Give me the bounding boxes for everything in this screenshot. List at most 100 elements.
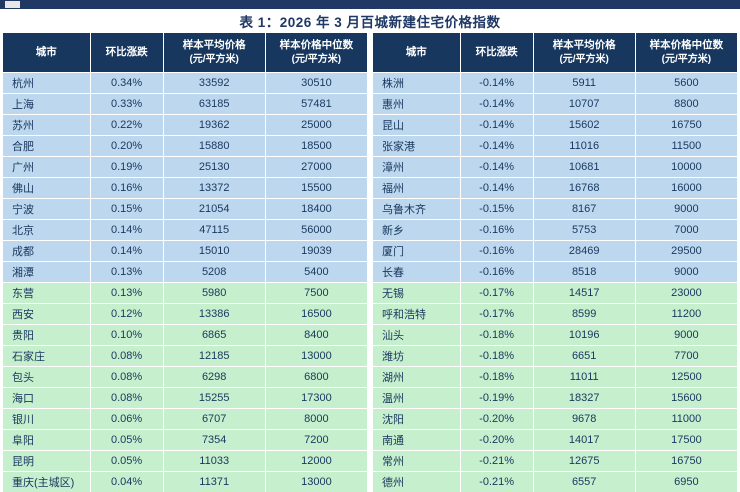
avg-price-cell: 13372 <box>162 177 266 199</box>
avg-price-cell: 25130 <box>162 156 266 178</box>
median-price-cell: 11000 <box>634 408 739 430</box>
avg-price-cell: 13386 <box>162 303 266 325</box>
median-price-cell: 16750 <box>634 114 739 136</box>
change-cell: -0.18% <box>459 324 534 346</box>
median-price-cell: 11200 <box>634 303 739 325</box>
table-row: 新乡 -0.16% 5753 7000 <box>372 219 739 241</box>
change-cell: -0.18% <box>459 345 534 367</box>
city-cell: 包头 <box>2 366 91 388</box>
median-price-cell: 9000 <box>634 198 739 220</box>
city-cell: 漳州 <box>372 156 461 178</box>
tables-container: 城市 环比涨跌 样本平均价格 (元/平方米) 样本价格中位数 (元/平方米) 杭州 0.34… <box>0 32 740 492</box>
median-price-cell: 57481 <box>264 93 369 115</box>
table-row: 重庆(主城区) 0.04% 11371 13000 <box>2 471 369 492</box>
table-row: 杭州 0.34% 33592 30510 <box>2 72 369 94</box>
city-cell: 上海 <box>2 93 91 115</box>
table-row: 银川 0.06% 6707 8000 <box>2 408 369 430</box>
avg-price-cell: 11016 <box>532 135 636 157</box>
table-row: 上海 0.33% 63185 57481 <box>2 93 369 115</box>
change-cell: -0.15% <box>459 198 534 220</box>
avg-price-cell: 5911 <box>532 72 636 94</box>
median-price-cell: 25000 <box>264 114 369 136</box>
median-price-cell: 17500 <box>634 429 739 451</box>
avg-price-cell: 5208 <box>162 261 266 283</box>
city-cell: 湖州 <box>372 366 461 388</box>
avg-price-cell: 10196 <box>532 324 636 346</box>
median-price-cell: 5600 <box>634 72 739 94</box>
median-price-cell: 12000 <box>264 450 369 472</box>
avg-price-cell: 6298 <box>162 366 266 388</box>
change-cell: 0.08% <box>89 387 164 409</box>
table-row: 阜阳 0.05% 7354 7200 <box>2 429 369 451</box>
avg-price-cell: 11371 <box>162 471 266 492</box>
avg-price-cell: 10707 <box>532 93 636 115</box>
price-table-left: 城市 环比涨跌 样本平均价格 (元/平方米) 样本价格中位数 (元/平方米) 杭州 0.34… <box>2 32 369 492</box>
table-row: 包头 0.08% 6298 6800 <box>2 366 369 388</box>
change-cell: -0.14% <box>459 177 534 199</box>
change-cell: 0.15% <box>89 198 164 220</box>
avg-price-cell: 12185 <box>162 345 266 367</box>
change-cell: 0.13% <box>89 282 164 304</box>
median-price-cell: 7000 <box>634 219 739 241</box>
change-cell: -0.20% <box>459 408 534 430</box>
avg-price-cell: 21054 <box>162 198 266 220</box>
change-cell: 0.06% <box>89 408 164 430</box>
city-cell: 张家港 <box>372 135 461 157</box>
change-cell: 0.22% <box>89 114 164 136</box>
avg-price-cell: 7354 <box>162 429 266 451</box>
column-header: 样本价格中位数 (元/平方米) <box>634 32 739 73</box>
median-price-cell: 27000 <box>264 156 369 178</box>
median-price-cell: 8000 <box>264 408 369 430</box>
city-cell: 新乡 <box>372 219 461 241</box>
column-header: 城市 <box>372 32 461 73</box>
header-row: 城市 环比涨跌 样本平均价格 (元/平方米) 样本价格中位数 (元/平方米) <box>372 32 739 73</box>
avg-price-cell: 47115 <box>162 219 266 241</box>
city-cell: 贵阳 <box>2 324 91 346</box>
avg-price-cell: 16768 <box>532 177 636 199</box>
table-row: 张家港 -0.14% 11016 11500 <box>372 135 739 157</box>
table-row: 温州 -0.19% 18327 15600 <box>372 387 739 409</box>
table-row: 贵阳 0.10% 6865 8400 <box>2 324 369 346</box>
median-price-cell: 9000 <box>634 261 739 283</box>
median-price-cell: 18500 <box>264 135 369 157</box>
change-cell: -0.20% <box>459 429 534 451</box>
table-row: 苏州 0.22% 19362 25000 <box>2 114 369 136</box>
median-price-cell: 18400 <box>264 198 369 220</box>
table-row: 厦门 -0.16% 28469 29500 <box>372 240 739 262</box>
table-row: 长春 -0.16% 8518 9000 <box>372 261 739 283</box>
title-bar: 表 1：2026 年 3 月百城新建住宅价格指数 <box>0 9 740 32</box>
change-cell: -0.14% <box>459 156 534 178</box>
column-header: 环比涨跌 <box>459 32 534 73</box>
table-row: 常州 -0.21% 12675 16750 <box>372 450 739 472</box>
city-cell: 昆明 <box>2 450 91 472</box>
city-cell: 株洲 <box>372 72 461 94</box>
median-price-cell: 16500 <box>264 303 369 325</box>
city-cell: 成都 <box>2 240 91 262</box>
window-chip <box>5 1 20 8</box>
table-row: 广州 0.19% 25130 27000 <box>2 156 369 178</box>
table-row: 南通 -0.20% 14017 17500 <box>372 429 739 451</box>
city-cell: 杭州 <box>2 72 91 94</box>
avg-price-cell: 14017 <box>532 429 636 451</box>
city-cell: 西安 <box>2 303 91 325</box>
median-price-cell: 12500 <box>634 366 739 388</box>
column-header: 样本平均价格 (元/平方米) <box>162 32 266 73</box>
table-body: 杭州 0.34% 33592 30510 上海 0.33% 63185 57481 苏州 0.22… <box>2 72 369 492</box>
change-cell: -0.16% <box>459 240 534 262</box>
change-cell: 0.33% <box>89 93 164 115</box>
table-row: 株洲 -0.14% 5911 5600 <box>372 72 739 94</box>
change-cell: -0.21% <box>459 471 534 492</box>
city-cell: 常州 <box>372 450 461 472</box>
price-table-right: 城市 环比涨跌 样本平均价格 (元/平方米) 样本价格中位数 (元/平方米) 株洲 -0.1… <box>372 32 739 492</box>
table-row: 成都 0.14% 15010 19039 <box>2 240 369 262</box>
table-row: 德州 -0.21% 6557 6950 <box>372 471 739 492</box>
city-cell: 佛山 <box>2 177 91 199</box>
city-cell: 湘潭 <box>2 261 91 283</box>
city-cell: 银川 <box>2 408 91 430</box>
median-price-cell: 7200 <box>264 429 369 451</box>
avg-price-cell: 8518 <box>532 261 636 283</box>
city-cell: 北京 <box>2 219 91 241</box>
change-cell: 0.14% <box>89 219 164 241</box>
median-price-cell: 15500 <box>264 177 369 199</box>
city-cell: 合肥 <box>2 135 91 157</box>
